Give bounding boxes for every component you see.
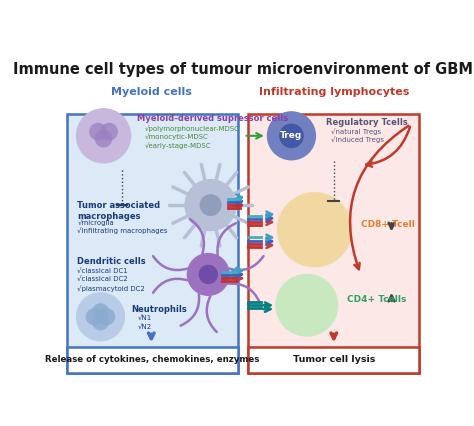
Text: √monocytic-MDSC: √monocytic-MDSC [145,133,209,140]
FancyBboxPatch shape [66,347,237,373]
Circle shape [267,111,316,161]
Text: √N2: √N2 [137,325,152,331]
Text: √plasmacytoid DC2: √plasmacytoid DC2 [77,285,145,292]
Text: Tumor associated
macrophages: Tumor associated macrophages [77,201,161,221]
Circle shape [98,308,115,325]
Text: √classical DC1: √classical DC1 [77,268,128,274]
Text: √induced Tregs: √induced Tregs [331,137,384,144]
Circle shape [92,313,109,330]
Text: Neutrophils: Neutrophils [131,305,187,314]
Text: Infiltrating lymphocytes: Infiltrating lymphocytes [259,86,409,97]
Text: Myeloid-derived supressor cells: Myeloid-derived supressor cells [137,114,289,123]
Text: √classical DC2: √classical DC2 [77,277,128,283]
Text: CD4+ Tcells: CD4+ Tcells [347,295,406,304]
Circle shape [100,123,118,141]
Circle shape [278,193,352,267]
Circle shape [200,194,221,216]
Circle shape [76,108,131,164]
Text: Immune cell types of tumour microenvironment of GBM: Immune cell types of tumour microenviron… [13,62,473,77]
Circle shape [95,130,112,147]
Circle shape [187,253,230,296]
Circle shape [184,179,237,231]
Text: Myeloid cells: Myeloid cells [111,86,191,97]
Text: Release of cytokines, chemokines, enzymes: Release of cytokines, chemokines, enzyme… [45,355,259,364]
Text: Tumor cell lysis: Tumor cell lysis [292,355,375,364]
Circle shape [199,265,218,284]
Text: √microglia: √microglia [77,219,114,226]
FancyBboxPatch shape [248,347,419,373]
Circle shape [86,308,103,325]
Text: √early-stage-MDSC: √early-stage-MDSC [145,142,211,149]
Circle shape [92,303,109,320]
FancyBboxPatch shape [66,114,237,373]
Text: CD8+ Tcell: CD8+ Tcell [361,220,415,229]
Text: Regulatory Tcells: Regulatory Tcells [326,118,408,127]
Text: √polymorphonuclear-MDSC: √polymorphonuclear-MDSC [145,125,240,132]
Circle shape [279,124,304,148]
Circle shape [276,274,337,336]
Text: √natural Tregs: √natural Tregs [331,128,382,135]
Circle shape [76,292,125,341]
Text: Treg: Treg [280,131,302,140]
Text: √infiltrating macrophages: √infiltrating macrophages [77,227,168,234]
Text: Dendritic cells: Dendritic cells [77,257,146,267]
Circle shape [89,123,107,141]
FancyBboxPatch shape [248,114,419,373]
Text: √N1: √N1 [137,316,152,322]
